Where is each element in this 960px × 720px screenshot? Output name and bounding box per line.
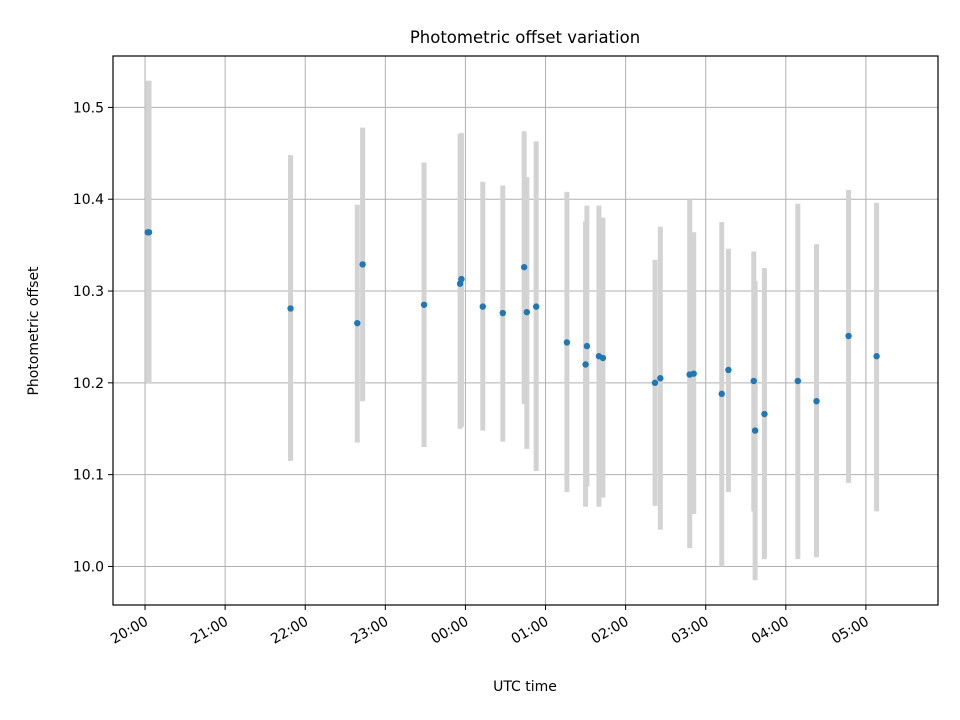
data-point [873, 353, 880, 360]
y-tick-label: 10.2 [73, 376, 104, 392]
y-tick-label: 10.0 [73, 559, 104, 575]
data-point [420, 301, 428, 308]
data-points [144, 229, 880, 434]
y-axis-label: Photometric offset [26, 266, 42, 396]
chart-title: Photometric offset variation [410, 28, 640, 47]
data-point [359, 261, 366, 268]
y-tick-label: 10.1 [73, 468, 104, 484]
x-axis-label: UTC time [493, 679, 557, 695]
data-point [690, 370, 697, 377]
data-point [563, 339, 571, 346]
data-point [458, 275, 465, 283]
data-point [718, 390, 725, 398]
data-point [750, 377, 757, 385]
data-point [761, 410, 768, 418]
data-point [751, 427, 759, 434]
data-point [582, 361, 589, 368]
data-point [651, 379, 659, 387]
y-tick-label: 10.4 [73, 192, 104, 208]
data-point [725, 366, 732, 374]
data-point [354, 319, 361, 327]
data-point [523, 308, 531, 316]
data-point [583, 342, 591, 350]
data-point [532, 303, 540, 310]
data-point [794, 377, 802, 385]
data-point [845, 332, 852, 340]
data-point [599, 354, 607, 362]
data-point [657, 375, 664, 382]
data-point [499, 309, 507, 317]
plot-frame [112, 55, 939, 606]
data-point [287, 305, 294, 312]
data-point [479, 303, 486, 310]
y-tick-label: 10.5 [73, 100, 104, 116]
y-axis-ticks: 10.0 10.1 10.2 10.3 10.4 10.5 [73, 100, 113, 575]
y-tick-label: 10.3 [73, 284, 104, 300]
data-point [145, 229, 153, 236]
data-point [813, 397, 820, 405]
data-point [520, 263, 528, 271]
